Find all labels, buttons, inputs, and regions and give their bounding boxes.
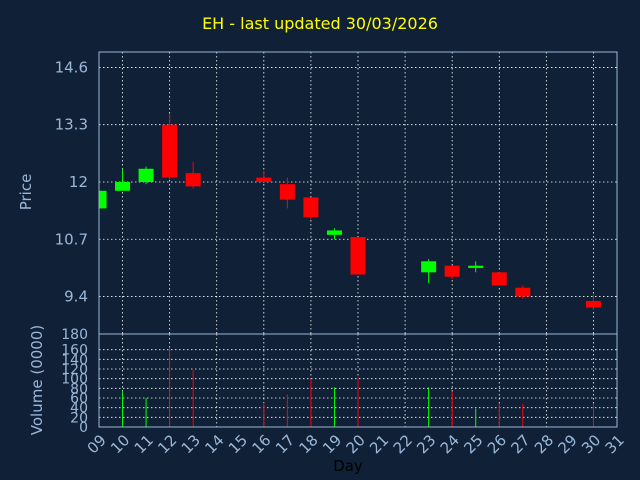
candle-body xyxy=(515,287,531,297)
volume-tick-label: 100 xyxy=(61,372,88,388)
volume-tick-label: 0 xyxy=(79,420,88,436)
chart-title: EH - last updated 30/03/2026 xyxy=(202,14,438,33)
volume-frame xyxy=(98,333,618,428)
price-tick-label: 14.6 xyxy=(55,58,88,76)
x-tick-label: 25 xyxy=(460,431,486,457)
volume-tick-label: 80 xyxy=(70,381,88,397)
price-grid: 9.4 10.7 12 13.3 14.6 xyxy=(55,52,617,334)
volume-tick-label: 40 xyxy=(70,401,88,417)
x-tick-label: 22 xyxy=(390,431,416,457)
x-tick-label: 27 xyxy=(507,431,533,457)
candle-body xyxy=(326,230,342,235)
candle-body xyxy=(444,265,460,277)
price-tick-label: 10.7 xyxy=(55,230,88,248)
x-tick-label: 11 xyxy=(131,431,157,457)
x-tick-label: 29 xyxy=(555,431,581,457)
candle-body xyxy=(585,300,601,308)
volume-tick-label: 180 xyxy=(61,327,88,343)
candle-body xyxy=(138,168,154,182)
x-tick-label: 26 xyxy=(484,431,510,457)
x-tick-label: 23 xyxy=(413,431,439,457)
volume-tick-label: 140 xyxy=(61,352,88,368)
x-tick-label: 24 xyxy=(437,431,463,457)
volume-tick-label: 120 xyxy=(61,362,88,378)
x-axis-label: Day xyxy=(333,457,363,475)
x-tick-label: 12 xyxy=(154,431,180,457)
price-tick-label: 12 xyxy=(69,173,88,191)
candle-body xyxy=(491,272,507,286)
candle-body xyxy=(303,197,319,218)
candle-body xyxy=(279,184,295,200)
x-tick-label: 17 xyxy=(272,431,298,457)
volume-axis-label: Volume (0000) xyxy=(28,325,46,435)
candle-body xyxy=(99,190,107,209)
volume-tick-label: 20 xyxy=(70,410,88,426)
volume-tick-label: 160 xyxy=(61,343,88,359)
x-tick-label: 14 xyxy=(201,431,227,457)
candle-body xyxy=(350,237,366,275)
candle-body xyxy=(421,261,437,273)
candle-body xyxy=(162,124,178,178)
x-tick-label: 16 xyxy=(248,431,274,457)
x-tick-label: 18 xyxy=(296,431,322,457)
x-tick-label: 21 xyxy=(366,431,392,457)
candle-body xyxy=(256,177,272,182)
x-tick-label: 30 xyxy=(578,431,604,457)
x-tick-label: 20 xyxy=(343,431,369,457)
price-axis-label: Price xyxy=(17,174,35,211)
x-tick-label: 13 xyxy=(178,431,204,457)
price-tick-label: 13.3 xyxy=(55,116,88,134)
candle-body xyxy=(468,265,484,268)
price-tick-label: 9.4 xyxy=(64,288,88,306)
x-tick-label: 31 xyxy=(602,431,628,457)
x-tick-label: 19 xyxy=(319,431,345,457)
volume-bars xyxy=(122,348,594,427)
x-tick-label: 28 xyxy=(531,431,557,457)
x-tick-label: 10 xyxy=(107,431,133,457)
candle-body xyxy=(115,181,131,191)
x-tick-label: 15 xyxy=(225,431,251,457)
candles xyxy=(98,113,601,310)
volume-tick-label: 60 xyxy=(70,391,88,407)
candle-body xyxy=(185,173,201,187)
